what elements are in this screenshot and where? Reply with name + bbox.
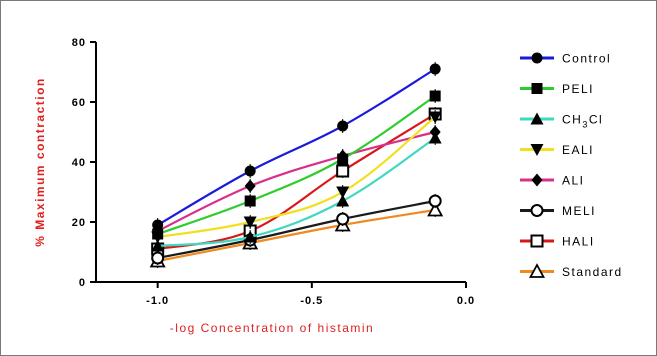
legend-label: PELI: [562, 82, 594, 96]
data-point: [427, 201, 444, 217]
legend-marker: [531, 52, 543, 64]
series-line: [157, 68, 436, 226]
legend-marker: [530, 204, 544, 217]
legend-marker: [530, 112, 544, 125]
data-point: [243, 216, 257, 229]
x-tick-label: -0.5: [300, 295, 323, 307]
y-tick-label: 80: [72, 37, 86, 49]
data-point: [429, 63, 441, 75]
legend-marker: [528, 263, 546, 278]
data-point: [428, 111, 442, 124]
data-point: [244, 179, 256, 193]
data-point: [336, 194, 350, 207]
legend-label: EALI: [562, 143, 594, 157]
legend-item: CH3Cl: [520, 112, 603, 130]
y-tick-label: 40: [72, 157, 86, 169]
legend-label: Control: [562, 52, 611, 66]
legend-marker: [531, 83, 543, 94]
data-point: [337, 120, 349, 132]
legend-item: PELI: [520, 82, 594, 96]
series-line: [157, 208, 436, 263]
series-line: [157, 137, 436, 248]
x-axis-title: -log Concentration of histamin: [170, 321, 374, 335]
y-tick-label: 60: [72, 97, 86, 109]
data-point: [243, 230, 257, 243]
x-ticks: -1.0 -0.5 0.0: [146, 282, 475, 307]
data-point: [151, 251, 165, 265]
series-layer: [149, 62, 444, 268]
data-point: [428, 194, 442, 208]
data-point: [337, 153, 349, 165]
y-ticks: 0 20 40 60 80: [72, 37, 96, 289]
series-line: [157, 130, 436, 232]
legend-item: EALI: [520, 143, 594, 157]
data-point: [336, 212, 350, 226]
legend-label: ALI: [562, 174, 585, 188]
x-tick-label: -1.0: [146, 295, 169, 307]
series-line: [157, 116, 436, 239]
series-eali: [151, 110, 442, 244]
series-line: [157, 199, 436, 260]
data-point: [152, 228, 164, 240]
data-point: [152, 219, 164, 231]
legend-label: Standard: [562, 265, 623, 279]
legend: Control PELI CH3Cl EALI ALI MELI HALI Standard: [520, 52, 623, 279]
data-point: [336, 186, 350, 199]
y-tick-label: 20: [72, 217, 86, 229]
series-line: [157, 95, 436, 236]
legend-marker: [530, 144, 544, 156]
legend-item: ALI: [520, 173, 585, 188]
legend-item: Standard: [520, 263, 623, 279]
series-control: [152, 62, 441, 232]
series-peli: [152, 89, 441, 241]
data-point: [336, 164, 350, 178]
legend-item: MELI: [520, 204, 596, 218]
y-axis-title: % Maximum contraction: [33, 77, 47, 247]
legend-item: Control: [520, 52, 611, 66]
data-point: [244, 195, 256, 207]
data-point: [428, 131, 442, 144]
x-tick-label: 0.0: [457, 295, 475, 307]
data-point: [151, 239, 165, 252]
legend-label: CH3Cl: [562, 113, 603, 130]
legend-label: MELI: [562, 204, 596, 218]
series-ch3cl: [151, 131, 442, 253]
legend-marker: [531, 173, 543, 187]
legend-label: HALI: [562, 235, 595, 249]
y-tick-label: 0: [79, 277, 86, 289]
data-point: [244, 165, 256, 177]
legend-marker: [530, 234, 544, 248]
data-point: [429, 90, 441, 102]
legend-item: HALI: [520, 234, 595, 249]
